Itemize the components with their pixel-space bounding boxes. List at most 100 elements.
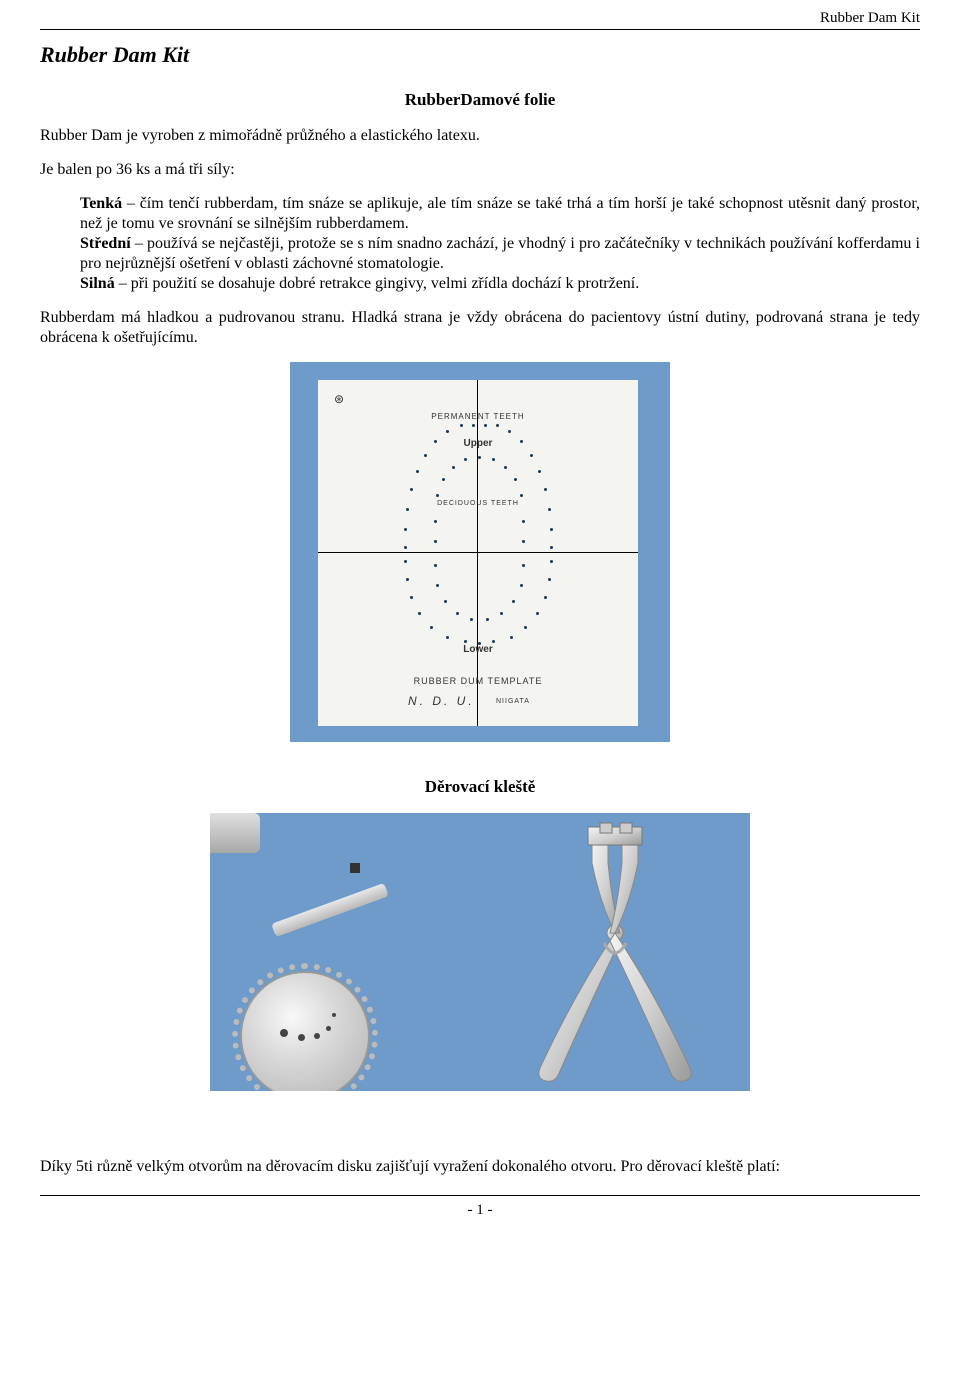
footer-rule xyxy=(40,1195,920,1196)
arch-dot xyxy=(434,520,437,523)
arch-dot xyxy=(538,470,541,473)
arch-dot xyxy=(492,458,495,461)
punch-plier-image xyxy=(480,813,750,1091)
section1-heading: RubberDamové folie xyxy=(40,90,920,110)
arch-dot xyxy=(520,440,523,443)
arch-dot xyxy=(430,626,433,629)
arch-dot xyxy=(550,560,553,563)
arch-dot xyxy=(536,612,539,615)
arch-dot xyxy=(478,456,481,459)
card-ndu-label: N. D. U. xyxy=(408,694,475,708)
page-number: - 1 - xyxy=(40,1202,920,1219)
arch-dot xyxy=(520,494,523,497)
arch-dot xyxy=(460,424,463,427)
arch-dot xyxy=(522,540,525,543)
arch-dot xyxy=(410,488,413,491)
section2-heading: Děrovací kleště xyxy=(40,777,920,797)
template-figure: ⊛ PERMANENT TEETH Upper DECIDUOUS TEETH … xyxy=(40,362,920,747)
arch-dot xyxy=(464,458,467,461)
arch-dot xyxy=(550,528,553,531)
punch-figure-row xyxy=(40,813,920,1091)
plier-icon xyxy=(480,813,750,1091)
punch-closeup-image xyxy=(210,813,480,1091)
arch-dot xyxy=(416,470,419,473)
arch-dot xyxy=(496,424,499,427)
header-right-label: Rubber Dam Kit xyxy=(40,10,920,27)
document-title: Rubber Dam Kit xyxy=(40,42,920,68)
punch-tip-icon xyxy=(350,863,360,873)
arch-dot xyxy=(442,478,445,481)
arch-dot xyxy=(504,466,507,469)
arch-dot xyxy=(548,578,551,581)
arch-dot xyxy=(512,600,515,603)
punch-hole-icon xyxy=(298,1034,305,1041)
punch-hole-icon xyxy=(326,1026,331,1031)
silna-label: Silná xyxy=(80,275,115,292)
arch-dot xyxy=(446,636,449,639)
arch-dot xyxy=(520,584,523,587)
arch-dot xyxy=(524,626,527,629)
arch-dot xyxy=(510,636,513,639)
thickness-list: Tenká – čím tenčí rubberdam, tím snáze s… xyxy=(80,194,920,294)
card-footer-label: RUBBER DUM TEMPLATE xyxy=(318,676,638,686)
intro-line-2: Je balen po 36 ks a má tři síly: xyxy=(40,160,920,180)
section2-para: Díky 5ti různě velkým otvorům na děrovac… xyxy=(40,1157,920,1177)
punch-hole-icon xyxy=(280,1029,288,1037)
arch-dot xyxy=(446,430,449,433)
arch-dot xyxy=(530,454,533,457)
arch-dot xyxy=(434,540,437,543)
arch-dot xyxy=(452,466,455,469)
arch-dot xyxy=(522,564,525,567)
tenka-label: Tenká xyxy=(80,195,122,212)
arch-dot xyxy=(472,424,475,427)
arch-dot xyxy=(492,640,495,643)
silna-text: – při použití se dosahuje dobré retrakce… xyxy=(115,275,640,292)
arch-dot xyxy=(404,528,407,531)
para-hladka-strana: Rubberdam má hladkou a pudrovanou stranu… xyxy=(40,308,920,348)
tenka-text: – čím tenčí rubberdam, tím snáze se apli… xyxy=(80,195,920,232)
arch-dot xyxy=(434,440,437,443)
punch-arm-icon xyxy=(271,883,389,937)
arch-dot xyxy=(484,424,487,427)
arch-dot xyxy=(544,488,547,491)
arch-dot xyxy=(436,494,439,497)
stredni-label: Střední xyxy=(80,235,131,252)
header-rule xyxy=(40,29,920,30)
arch-dot xyxy=(508,430,511,433)
punch-arm-icon xyxy=(210,813,260,853)
intro-line-1: Rubber Dam je vyroben z mimořádně průžné… xyxy=(40,126,920,146)
punch-wheel-icon xyxy=(240,971,370,1091)
card-deciduous-label: DECIDUOUS TEETH xyxy=(318,500,638,507)
punch-hole-icon xyxy=(332,1013,336,1017)
page: Rubber Dam Kit Rubber Dam Kit RubberDamo… xyxy=(0,0,960,1384)
card-corner-mark: ⊛ xyxy=(334,392,344,406)
arch-dot xyxy=(444,600,447,603)
arch-dot xyxy=(548,508,551,511)
spacer xyxy=(40,1121,920,1157)
arch-dot xyxy=(410,596,413,599)
template-card: ⊛ PERMANENT TEETH Upper DECIDUOUS TEETH … xyxy=(318,380,638,726)
arch-dot xyxy=(470,618,473,621)
arch-dot xyxy=(404,546,407,549)
arch-dot xyxy=(464,640,467,643)
arch-dot xyxy=(434,564,437,567)
arch-dot xyxy=(406,508,409,511)
card-permanent-label: PERMANENT TEETH xyxy=(318,412,638,421)
card-horizontal-line xyxy=(318,552,638,553)
arch-dot xyxy=(406,578,409,581)
arch-dot xyxy=(486,618,489,621)
card-lower-label: Lower xyxy=(318,644,638,655)
arch-dot xyxy=(478,642,481,645)
template-photo-bg: ⊛ PERMANENT TEETH Upper DECIDUOUS TEETH … xyxy=(290,362,670,742)
card-upper-label: Upper xyxy=(318,438,638,449)
arch-dot xyxy=(550,546,553,549)
arch-dot xyxy=(514,478,517,481)
arch-dot xyxy=(544,596,547,599)
card-niigata-label: NIIGATA xyxy=(496,698,530,705)
punch-hole-icon xyxy=(314,1033,320,1039)
arch-dot xyxy=(522,520,525,523)
arch-dot xyxy=(418,612,421,615)
arch-dot xyxy=(424,454,427,457)
arch-dot xyxy=(500,612,503,615)
stredni-text: – používá se nejčastěji, protože se s ní… xyxy=(80,235,920,272)
